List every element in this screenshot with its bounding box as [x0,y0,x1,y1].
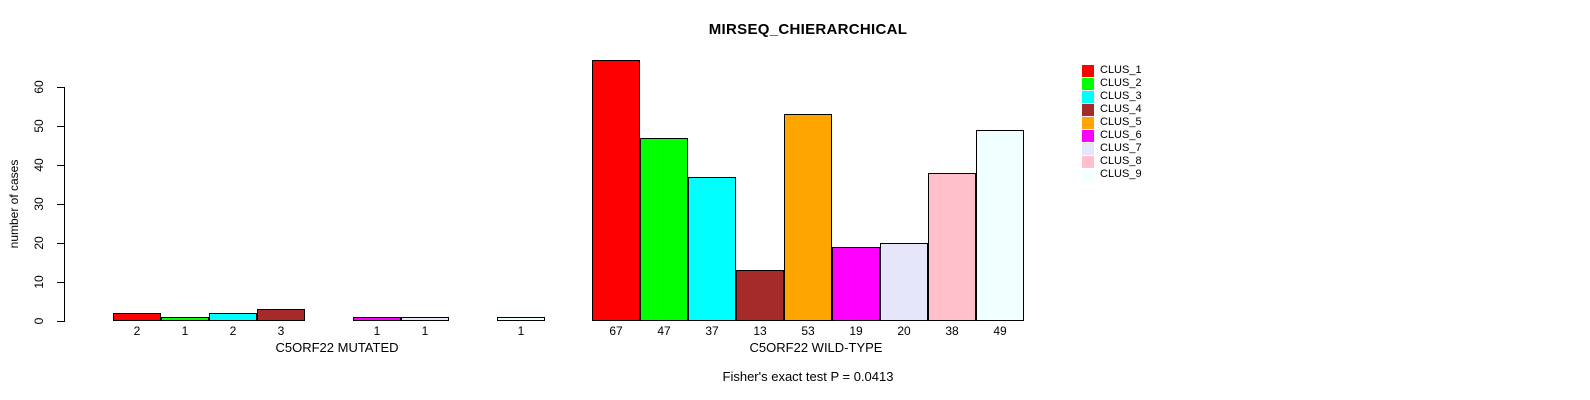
bar-clus_3 [688,177,736,321]
y-axis-tick-label: 40 [32,158,46,172]
legend-label: CLUS_6 [1100,129,1142,141]
legend-item: CLUS_1 [1082,64,1142,77]
legend-label: CLUS_2 [1100,77,1142,89]
y-axis-tick-label: 50 [32,119,46,133]
y-axis-tick [57,281,65,283]
bar-clus_7 [880,243,928,321]
fisher-test-annotation: Fisher's exact test P = 0.0413 [722,369,894,384]
y-axis-tick-label: 20 [32,236,46,250]
legend-swatch [1082,129,1094,142]
bar-clus_9 [497,317,545,321]
legend-swatch [1082,142,1094,155]
legend-swatch [1082,90,1094,103]
bar-clus_1 [592,60,640,321]
bar-clus_6 [832,247,880,321]
legend-label: CLUS_3 [1100,90,1142,102]
bar-value-label: 1 [517,324,525,338]
legend-label: CLUS_5 [1100,116,1142,128]
legend-label: CLUS_8 [1100,155,1142,167]
y-axis-title: number of cases [7,159,21,249]
legend-label: CLUS_9 [1100,168,1142,180]
bar-clus_2 [640,138,688,321]
y-axis-tick [57,242,65,244]
legend-item: CLUS_8 [1082,155,1142,168]
bar-clus_9 [976,130,1024,321]
y-axis-tick [57,203,65,205]
x-axis-group-label: C5ORF22 WILD-TYPE [749,340,883,355]
legend-swatch [1082,116,1094,129]
y-axis-tick-label: 60 [32,80,46,94]
chart-title: MIRSEQ_CHIERARCHICAL [708,21,908,38]
y-axis-tick [57,125,65,127]
legend-swatch [1082,103,1094,116]
bar-value-label: 49 [993,324,1007,338]
bar-clus_4 [257,309,305,321]
legend-item: CLUS_6 [1082,129,1142,142]
x-axis-group-label: C5ORF22 MUTATED [275,340,399,355]
legend-label: CLUS_1 [1100,64,1142,76]
y-axis-line [64,87,65,322]
bar-value-label: 67 [609,324,623,338]
bar-clus_1 [113,313,161,321]
bar-clus_3 [209,313,257,321]
bar-clus_7 [401,317,449,321]
y-axis-tick-label: 10 [32,275,46,289]
bar-value-label: 1 [181,324,189,338]
bar-value-label: 1 [373,324,381,338]
legend-item: CLUS_2 [1082,77,1142,90]
bar-value-label: 38 [945,324,959,338]
legend-swatch [1082,155,1094,168]
y-axis-tick-label: 0 [32,317,46,325]
y-axis-tick [57,86,65,88]
legend: CLUS_1 CLUS_2 CLUS_3 CLUS_4 CLUS_5 CLUS_6 CLUS… [1082,64,1142,181]
legend-item: CLUS_4 [1082,103,1142,116]
bar-value-label: 2 [133,324,141,338]
legend-label: CLUS_7 [1100,142,1142,154]
legend-swatch [1082,64,1094,77]
legend-swatch [1082,168,1094,181]
legend-item: CLUS_3 [1082,90,1142,103]
y-axis-tick-label: 30 [32,197,46,211]
bar-value-label: 2 [229,324,237,338]
legend-item: CLUS_7 [1082,142,1142,155]
legend-item: CLUS_9 [1082,168,1142,181]
bar-value-label: 13 [753,324,767,338]
bar-value-label: 20 [897,324,911,338]
y-axis-tick [57,320,65,322]
bar-value-label: 47 [657,324,671,338]
bar-clus_6 [353,317,401,321]
bar-value-label: 3 [277,324,285,338]
bar-value-label: 53 [801,324,815,338]
y-axis-tick [57,164,65,166]
bar-value-label: 1 [421,324,429,338]
bar-clus_2 [161,317,209,321]
legend-item: CLUS_5 [1082,116,1142,129]
legend-swatch [1082,77,1094,90]
bar-clus_8 [928,173,976,321]
bar-value-label: 19 [849,324,863,338]
bar-value-label: 37 [705,324,719,338]
legend-label: CLUS_4 [1100,103,1142,115]
bar-clus_5 [784,114,832,321]
bar-clus_4 [736,270,784,321]
